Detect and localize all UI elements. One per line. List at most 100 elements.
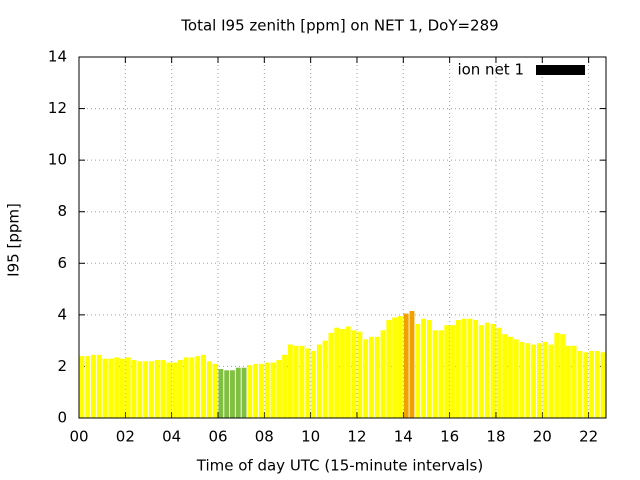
bar <box>143 361 149 418</box>
x-tick-label: 04 <box>162 428 181 446</box>
bar <box>224 370 230 418</box>
bar <box>519 341 525 418</box>
bar <box>536 343 542 418</box>
bar <box>426 320 432 418</box>
bar <box>305 348 311 418</box>
bar <box>438 330 444 418</box>
bar <box>542 341 548 418</box>
y-tick-label: 0 <box>57 409 67 427</box>
bar <box>96 354 102 418</box>
bar <box>137 361 143 418</box>
bar <box>345 326 351 418</box>
bar <box>85 356 91 418</box>
bar <box>508 336 513 418</box>
bar <box>91 354 96 418</box>
bar <box>374 336 380 418</box>
bar <box>311 350 316 418</box>
y-tick-label: 12 <box>48 99 67 117</box>
bar <box>195 356 201 418</box>
bar <box>108 358 114 418</box>
bar <box>577 350 583 418</box>
bar <box>409 310 415 418</box>
bar <box>386 320 392 418</box>
bar <box>206 361 212 418</box>
bar <box>565 345 571 418</box>
x-tick-label: 02 <box>116 428 135 446</box>
bar <box>241 367 247 418</box>
bar <box>235 367 241 418</box>
bar <box>380 330 386 418</box>
bar <box>513 339 519 418</box>
bar <box>183 357 189 418</box>
bar <box>148 361 154 418</box>
bar <box>334 327 340 418</box>
bar <box>328 332 334 418</box>
bar <box>154 359 160 418</box>
x-tick-label: 10 <box>301 428 320 446</box>
bar <box>230 370 235 418</box>
bar <box>461 318 467 418</box>
x-axis-label: Time of day UTC (15-minute intervals) <box>196 457 483 475</box>
bar <box>369 336 374 418</box>
bar <box>201 354 206 418</box>
bar <box>120 358 125 418</box>
y-tick-label: 4 <box>57 305 67 323</box>
legend-swatch <box>536 65 585 75</box>
bar <box>79 356 85 418</box>
bar <box>264 362 270 418</box>
bar <box>125 357 131 418</box>
bar <box>560 334 565 418</box>
bar <box>340 329 345 418</box>
bar <box>467 318 473 418</box>
x-tick-label: 18 <box>486 428 505 446</box>
bar <box>282 354 288 418</box>
bar <box>450 325 455 418</box>
y-tick-label: 8 <box>57 202 67 220</box>
bar <box>594 350 600 418</box>
bar <box>276 359 282 418</box>
y-tick-label: 6 <box>57 254 67 272</box>
bar <box>421 318 427 418</box>
bar <box>287 344 293 418</box>
bar <box>432 330 438 418</box>
bar <box>177 359 183 418</box>
y-tick-label: 10 <box>48 151 67 169</box>
bar <box>403 313 409 418</box>
bar <box>114 357 120 418</box>
bar <box>473 320 479 418</box>
plot-border <box>78 56 607 419</box>
bar <box>525 343 531 418</box>
bar <box>554 332 560 418</box>
legend-label: ion net 1 <box>457 61 524 79</box>
y-tick-label: 2 <box>57 357 67 375</box>
bar <box>322 340 328 418</box>
bar <box>571 345 577 418</box>
bar <box>600 352 606 418</box>
bar <box>490 323 496 418</box>
bar <box>131 359 137 418</box>
bar <box>583 352 589 418</box>
bar <box>299 345 305 418</box>
y-tick-label: 14 <box>48 48 67 66</box>
bar <box>218 369 224 418</box>
x-tick-label: 00 <box>69 428 88 446</box>
bar <box>415 323 421 418</box>
x-tick-label: 12 <box>347 428 366 446</box>
x-tick-label: 14 <box>394 428 413 446</box>
bar <box>212 363 218 418</box>
bar <box>548 344 554 418</box>
bar <box>172 362 177 418</box>
bar <box>531 344 537 418</box>
bar <box>455 320 461 418</box>
bar <box>397 316 403 418</box>
x-tick-label: 22 <box>579 428 598 446</box>
bar <box>357 331 363 418</box>
bar <box>247 365 253 418</box>
bar <box>496 327 502 418</box>
bar <box>484 322 490 418</box>
bar <box>253 363 259 418</box>
bar <box>363 339 369 418</box>
bar <box>589 350 594 418</box>
bar <box>479 325 484 418</box>
bar <box>392 317 398 418</box>
